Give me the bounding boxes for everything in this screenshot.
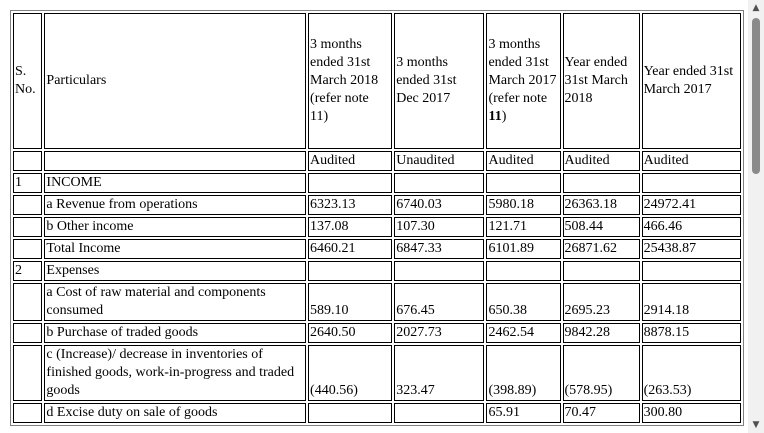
- audit-status-row: Audited Unaudited Audited Audited Audite…: [13, 151, 741, 171]
- table-row: 1 INCOME: [13, 173, 741, 193]
- row-label: b Other income: [44, 217, 307, 237]
- note-ref: 11: [488, 109, 502, 124]
- row-value: 6323.13: [308, 195, 393, 215]
- header-row: S. No. Particulars 3 months ended 31st M…: [13, 13, 741, 149]
- audit-status: Audited: [562, 151, 640, 171]
- row-value: 589.10: [308, 283, 393, 321]
- row-value: [308, 403, 393, 423]
- row-value: 466.46: [641, 217, 741, 237]
- row-value: 650.38: [486, 283, 561, 321]
- row-label: a Cost of raw material and components co…: [44, 283, 307, 321]
- sno-header: S. No.: [13, 13, 43, 149]
- row-value: 24972.41: [641, 195, 741, 215]
- table-row: a Revenue from operations 6323.13 6740.0…: [13, 195, 741, 215]
- row-value: [394, 403, 485, 423]
- row-value: 2640.50: [308, 323, 393, 343]
- row-value: 6847.33: [394, 239, 485, 259]
- col-q4-2017-header-close: ): [501, 109, 507, 124]
- row-value: 26871.62: [562, 239, 640, 259]
- col-q4-2017-header-text: 3 months ended 31st March 2017 (refer no…: [488, 37, 557, 106]
- row-value: 9842.28: [562, 323, 640, 343]
- row-sno: [13, 323, 43, 343]
- row-value: 508.44: [562, 217, 640, 237]
- row-value: (578.95): [562, 345, 640, 401]
- row-value: 121.71: [486, 217, 561, 237]
- col-q4-2018-header: 3 months ended 31st March 2018 (refer no…: [308, 13, 393, 149]
- row-value: (263.53): [641, 345, 741, 401]
- vertical-scrollbar[interactable]: ▲ ▼: [748, 0, 764, 433]
- row-value: [486, 173, 561, 193]
- col-q4-2017-header: 3 months ended 31st March 2017 (refer no…: [486, 13, 561, 149]
- row-sno: 2: [13, 261, 43, 281]
- row-sno: [13, 195, 43, 215]
- row-value: [308, 173, 393, 193]
- col-fy-2017-header: Year ended 31st March 2017: [641, 13, 741, 149]
- particulars-header: Particulars: [44, 13, 307, 149]
- row-value: [641, 261, 741, 281]
- row-sno: [13, 239, 43, 259]
- row-sno: [13, 345, 43, 401]
- row-label: a Revenue from operations: [44, 195, 307, 215]
- row-value: (398.89): [486, 345, 561, 401]
- row-value: 8878.15: [641, 323, 741, 343]
- row-value: 2462.54: [486, 323, 561, 343]
- empty-cell: [44, 151, 307, 171]
- audit-status: Audited: [641, 151, 741, 171]
- row-value: 6740.03: [394, 195, 485, 215]
- table-row: c (Increase)/ decrease in inventories of…: [13, 345, 741, 401]
- row-value: 2027.73: [394, 323, 485, 343]
- scrollbar-thumb[interactable]: [752, 18, 760, 174]
- row-label: d Excise duty on sale of goods: [44, 403, 307, 423]
- scroll-down-arrow-icon[interactable]: ▼: [752, 420, 760, 430]
- row-value: 676.45: [394, 283, 485, 321]
- audit-status: Audited: [486, 151, 561, 171]
- col-q3-2017-header: 3 months ended 31st Dec 2017: [394, 13, 485, 149]
- row-value: 5980.18: [486, 195, 561, 215]
- row-value: 6101.89: [486, 239, 561, 259]
- table-row: a Cost of raw material and components co…: [13, 283, 741, 321]
- row-value: 65.91: [486, 403, 561, 423]
- row-value: [486, 261, 561, 281]
- row-label: b Purchase of traded goods: [44, 323, 307, 343]
- financial-results-table: S. No. Particulars 3 months ended 31st M…: [10, 10, 744, 426]
- row-sno: [13, 283, 43, 321]
- row-value: 26363.18: [562, 195, 640, 215]
- row-label: INCOME: [44, 173, 307, 193]
- row-value: 2914.18: [641, 283, 741, 321]
- table-row: 2 Expenses: [13, 261, 741, 281]
- empty-cell: [13, 151, 43, 171]
- row-value: 323.47: [394, 345, 485, 401]
- row-value: [394, 173, 485, 193]
- row-label: Total Income: [44, 239, 307, 259]
- row-sno: 1: [13, 173, 43, 193]
- table-row: d Excise duty on sale of goods 65.91 70.…: [13, 403, 741, 423]
- table-row: b Purchase of traded goods 2640.50 2027.…: [13, 323, 741, 343]
- row-value: [641, 173, 741, 193]
- row-value: [308, 261, 393, 281]
- row-value: [562, 173, 640, 193]
- col-fy-2018-header: Year ended 31st March 2018: [562, 13, 640, 149]
- row-value: 137.08: [308, 217, 393, 237]
- row-label: c (Increase)/ decrease in inventories of…: [44, 345, 307, 401]
- row-value: 6460.21: [308, 239, 393, 259]
- audit-status: Audited: [308, 151, 393, 171]
- document-page: S. No. Particulars 3 months ended 31st M…: [10, 10, 744, 426]
- row-value: (440.56): [308, 345, 393, 401]
- row-value: 300.80: [641, 403, 741, 423]
- table-row: b Other income 137.08 107.30 121.71 508.…: [13, 217, 741, 237]
- audit-status: Unaudited: [394, 151, 485, 171]
- table-row: Total Income 6460.21 6847.33 6101.89 268…: [13, 239, 741, 259]
- row-value: 107.30: [394, 217, 485, 237]
- row-value: 25438.87: [641, 239, 741, 259]
- row-label: Expenses: [44, 261, 307, 281]
- row-sno: [13, 217, 43, 237]
- row-value: 2695.23: [562, 283, 640, 321]
- row-value: 70.47: [562, 403, 640, 423]
- scroll-up-arrow-icon[interactable]: ▲: [752, 3, 760, 13]
- row-sno: [13, 403, 43, 423]
- row-value: [394, 261, 485, 281]
- row-value: [562, 261, 640, 281]
